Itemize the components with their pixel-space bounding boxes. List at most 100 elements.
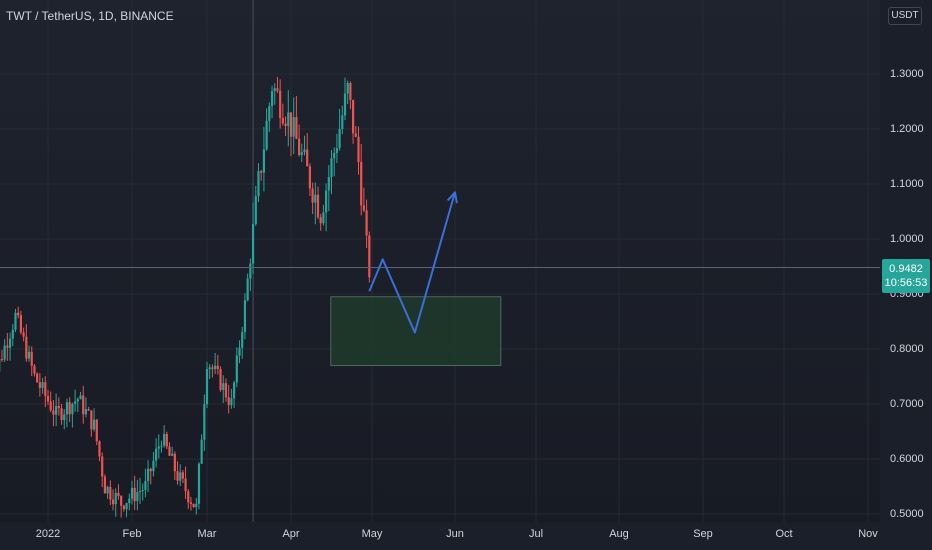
candle xyxy=(195,497,198,515)
candle xyxy=(60,403,63,425)
candle-body xyxy=(368,235,371,278)
candle-body xyxy=(84,409,88,415)
candle xyxy=(251,202,255,274)
candle-body xyxy=(101,456,104,477)
currency-badge[interactable]: USDT xyxy=(888,7,922,25)
candle xyxy=(73,389,77,412)
candle-body xyxy=(179,472,182,481)
candle xyxy=(335,133,338,164)
candle-body xyxy=(130,487,134,499)
candle xyxy=(98,440,101,462)
candle xyxy=(343,77,347,121)
candle-body xyxy=(125,503,128,510)
last-price-label: 0.9482 10:56:53 xyxy=(882,259,930,293)
candle-body xyxy=(214,365,217,369)
price-chart[interactable] xyxy=(0,0,880,522)
candle-body xyxy=(273,88,276,92)
candle xyxy=(241,326,244,359)
candle xyxy=(330,149,333,195)
candle xyxy=(260,170,263,181)
candle-body xyxy=(311,188,314,203)
candle xyxy=(101,452,104,488)
candle-body xyxy=(216,365,219,370)
time-tick-label: Sep xyxy=(693,528,713,540)
candle-body xyxy=(352,99,355,134)
candle-body xyxy=(300,152,303,156)
candle-body xyxy=(117,492,120,497)
candle xyxy=(306,133,309,167)
candle xyxy=(200,434,203,465)
candle xyxy=(25,324,28,362)
candle xyxy=(298,124,301,157)
candle-body xyxy=(251,224,255,264)
candle xyxy=(87,406,90,411)
candle-body xyxy=(0,359,4,361)
candle xyxy=(265,108,268,151)
candle-body xyxy=(327,177,330,191)
candle xyxy=(230,388,233,409)
chart-area[interactable] xyxy=(0,0,880,522)
candle-body xyxy=(203,404,206,440)
candle xyxy=(136,479,139,511)
candle xyxy=(197,462,201,510)
candle xyxy=(249,258,252,292)
candle-body xyxy=(246,278,249,301)
candle xyxy=(287,90,290,147)
candle xyxy=(157,434,160,459)
candle-body xyxy=(60,408,63,421)
time-tick-label: Aug xyxy=(609,528,629,540)
candle xyxy=(46,389,50,406)
candle xyxy=(316,186,320,220)
candle-body xyxy=(276,88,279,91)
price-tick-label: 0.8000 xyxy=(890,343,924,355)
candle-body xyxy=(333,153,336,159)
symbol-title[interactable]: TWT / TetherUS, 1D, BINANCE xyxy=(6,9,174,23)
candle xyxy=(68,397,71,423)
candle xyxy=(44,376,47,408)
candle xyxy=(346,80,349,105)
candle-body xyxy=(152,460,155,472)
candle-body xyxy=(230,398,233,406)
price-tick-label: 1.2000 xyxy=(890,123,924,135)
candle xyxy=(141,483,144,501)
candle-body xyxy=(243,300,247,333)
candle-body xyxy=(184,478,187,492)
time-tick-label: Jun xyxy=(446,528,464,540)
candle xyxy=(341,105,344,135)
candle xyxy=(8,332,12,361)
time-tick-label: Apr xyxy=(282,528,300,540)
candle xyxy=(138,477,142,504)
candle-body xyxy=(41,382,44,388)
candle-body xyxy=(55,405,58,415)
projection-arrow-head xyxy=(446,191,458,204)
candle-body xyxy=(49,401,52,411)
candle xyxy=(65,398,69,428)
candle-body xyxy=(157,446,160,449)
candle xyxy=(17,306,20,319)
candle xyxy=(114,488,117,517)
candle xyxy=(168,442,171,457)
candle-body xyxy=(103,476,107,494)
candle-body xyxy=(92,419,96,430)
candle-body xyxy=(222,383,225,390)
candle-body xyxy=(192,503,195,508)
candle xyxy=(308,163,311,196)
candle xyxy=(325,183,328,232)
candle xyxy=(19,310,23,335)
candle xyxy=(163,425,166,448)
candle-body xyxy=(71,403,74,415)
candle xyxy=(14,308,17,332)
candle xyxy=(289,112,293,157)
price-tick-label: 1.0000 xyxy=(890,233,924,245)
candle xyxy=(368,231,371,283)
price-tick-label: 0.6000 xyxy=(890,453,924,465)
candle xyxy=(300,143,303,162)
candle xyxy=(95,418,98,446)
time-scale[interactable]: 2022 Feb Mar Apr May Jun Jul Aug Sep Oct Nov xyxy=(0,522,880,550)
candle-body xyxy=(292,117,295,137)
candle xyxy=(281,103,284,126)
candle-body xyxy=(38,382,41,388)
candle-body xyxy=(44,382,47,396)
candle-body xyxy=(111,499,115,505)
candle-body xyxy=(82,395,85,415)
